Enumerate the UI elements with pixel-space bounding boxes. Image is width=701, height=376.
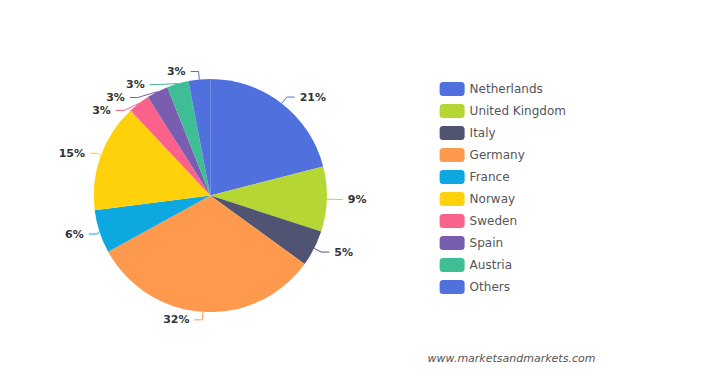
svg-text:France: France xyxy=(470,170,510,184)
svg-text:3%: 3% xyxy=(126,78,145,91)
svg-text:Netherlands: Netherlands xyxy=(470,82,543,96)
svg-text:15%: 15% xyxy=(59,147,85,160)
svg-text:Austria: Austria xyxy=(470,258,512,272)
svg-text:United Kingdom: United Kingdom xyxy=(470,104,566,118)
svg-text:9%: 9% xyxy=(348,193,367,206)
svg-text:Sweden: Sweden xyxy=(470,214,517,228)
svg-text:3%: 3% xyxy=(92,104,111,117)
svg-text:Spain: Spain xyxy=(470,236,504,250)
svg-text:3%: 3% xyxy=(167,65,186,78)
svg-text:32%: 32% xyxy=(163,313,189,326)
svg-text:21%: 21% xyxy=(300,91,326,104)
svg-text:Germany: Germany xyxy=(470,148,525,162)
svg-text:Italy: Italy xyxy=(470,126,496,140)
svg-text:www.marketsandmarkets.com: www.marketsandmarkets.com xyxy=(428,352,596,365)
svg-text:6%: 6% xyxy=(65,228,84,241)
svg-text:Others: Others xyxy=(470,280,510,294)
svg-text:5%: 5% xyxy=(334,246,353,259)
svg-text:Norway: Norway xyxy=(470,192,516,206)
svg-text:3%: 3% xyxy=(106,91,125,104)
